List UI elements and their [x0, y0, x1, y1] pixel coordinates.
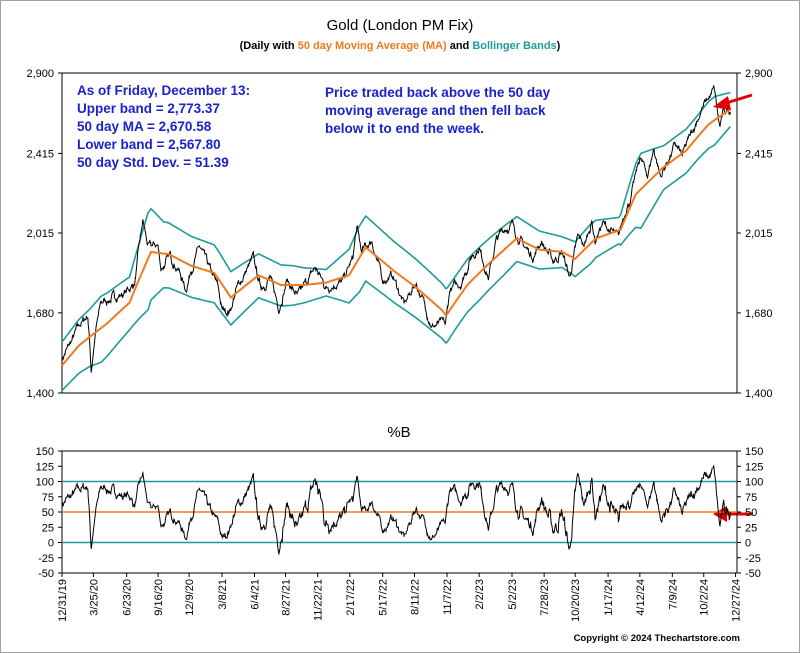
note-line-3: below it to end the week. [325, 121, 484, 136]
stats-box [70, 80, 265, 176]
price-tick-label-right: 2,415 [745, 148, 773, 160]
x-tick-label: 1/17/24 [603, 579, 615, 616]
x-tick-label: 6/23/20 [122, 579, 134, 616]
pctb-tick-label-left: 25 [42, 522, 54, 534]
stats-annotation: As of Friday, December 13: Upper band = … [77, 83, 254, 170]
x-axis-labels: 12/31/19 3/25/20 6/23/20 9/16/20 12/9/20 3/8/… [57, 573, 743, 622]
price-plot [61, 85, 732, 392]
x-tick-label: 12/9/20 [184, 579, 196, 616]
stats-line-4: Lower band = 2,567.80 [77, 137, 221, 152]
pctb-axis: 150 150 125 125 100 100 75 75 50 50 25 25 0 0 -25 -25 -5… [36, 446, 764, 580]
x-tick-label: 12/31/19 [57, 579, 69, 622]
pctb-tick-label-right: 0 [745, 538, 751, 550]
pctb-tick-label-left: 0 [48, 538, 54, 550]
pctb-tick-label-left: 75 [42, 492, 54, 504]
price-tick-label-left: 2,415 [26, 148, 54, 160]
lower-band-line [61, 126, 731, 392]
price-arrow-icon [713, 93, 753, 110]
pctb-title: %B [387, 424, 410, 441]
pctb-tick-label-left: -50 [38, 568, 54, 580]
ma-line [61, 108, 732, 367]
x-tick-label: 6/4/21 [249, 579, 261, 610]
x-tick-label: 5/17/22 [378, 579, 390, 616]
price-line [61, 85, 731, 373]
x-tick-label: 12/27/24 [731, 579, 743, 622]
price-tick-label-left: 2,900 [26, 68, 54, 80]
x-tick-label: 2/17/22 [345, 579, 357, 616]
price-tick-label-right: 1,400 [745, 388, 773, 400]
price-tick-label-left: 1,400 [26, 388, 54, 400]
x-tick-label: 3/25/20 [88, 579, 100, 616]
pctb-tick-label-right: -25 [745, 553, 761, 565]
pctb-tick-label-right: 50 [745, 507, 757, 519]
chart-title: Gold (London PM Fix) [327, 17, 474, 34]
pctb-tick-label-left: 150 [36, 446, 54, 458]
pctb-tick-label-right: -50 [745, 568, 761, 580]
pctb-tick-label-left: 50 [42, 507, 54, 519]
x-tick-label: 4/12/24 [635, 579, 647, 616]
stats-line-2: Upper band = 2,773.37 [77, 101, 220, 116]
x-tick-label: 11/22/21 [313, 579, 325, 621]
subtitle-bb: Bollinger Bands [472, 40, 556, 52]
price-axis: 2,900 2,900 2,415 2,415 2,015 2,015 1,680 1,680… [26, 68, 772, 400]
pctb-plot [61, 465, 737, 555]
x-tick-label: 10/2/24 [699, 579, 711, 616]
note-line-1: Price traded back above the 50 day [325, 85, 551, 100]
subtitle-and: and [447, 40, 473, 52]
price-tick-label-left: 1,680 [26, 308, 54, 320]
stats-line-5: 50 day Std. Dev. = 51.39 [77, 155, 229, 170]
pctb-tick-label-left: 125 [36, 461, 54, 473]
x-tick-label: 7/28/23 [539, 579, 551, 616]
x-tick-label: 7/9/24 [667, 579, 679, 610]
stats-line-1: As of Friday, December 13: [77, 83, 250, 98]
pctb-line [61, 465, 731, 555]
stats-line-3: 50 day MA = 2,670.58 [77, 119, 212, 134]
x-tick-label: 3/8/21 [217, 579, 229, 610]
copyright: Copyright © 2024 Thechartstore.com [574, 633, 740, 644]
chart-subtitle: (Daily with 50 day Moving Average (MA) a… [240, 40, 561, 52]
x-tick-label: 5/2/23 [507, 579, 519, 610]
x-tick-label: 9/16/20 [153, 579, 165, 616]
note-line-2: moving average and then fell back [325, 103, 546, 118]
price-tick-label-left: 2,015 [26, 228, 54, 240]
note-annotation: Price traded back above the 50 day movin… [325, 85, 554, 136]
pctb-tick-label-left: 100 [36, 477, 54, 489]
subtitle-prefix: (Daily with [240, 40, 298, 52]
pctb-tick-label-right: 25 [745, 522, 757, 534]
upper-band-line [61, 91, 731, 343]
pctb-tick-label-right: 150 [745, 446, 763, 458]
x-tick-label: 10/20/23 [570, 579, 582, 622]
subtitle-suffix: ) [557, 40, 561, 52]
pctb-arrow-icon [713, 506, 753, 522]
x-tick-label: 11/7/22 [442, 579, 454, 615]
pctb-tick-label-right: 75 [745, 492, 757, 504]
x-tick-label: 8/27/21 [281, 579, 293, 616]
price-tick-label-right: 2,015 [745, 228, 773, 240]
subtitle-ma: 50 day Moving Average (MA) [298, 40, 447, 52]
pctb-tick-label-left: -25 [38, 553, 54, 565]
pctb-tick-label-right: 100 [745, 477, 763, 489]
pctb-tick-label-right: 125 [745, 461, 763, 473]
price-tick-label-right: 2,900 [745, 68, 773, 80]
x-tick-label: 2/2/23 [474, 579, 486, 610]
price-tick-label-right: 1,680 [745, 308, 773, 320]
x-tick-label: 8/11/22 [409, 579, 421, 615]
